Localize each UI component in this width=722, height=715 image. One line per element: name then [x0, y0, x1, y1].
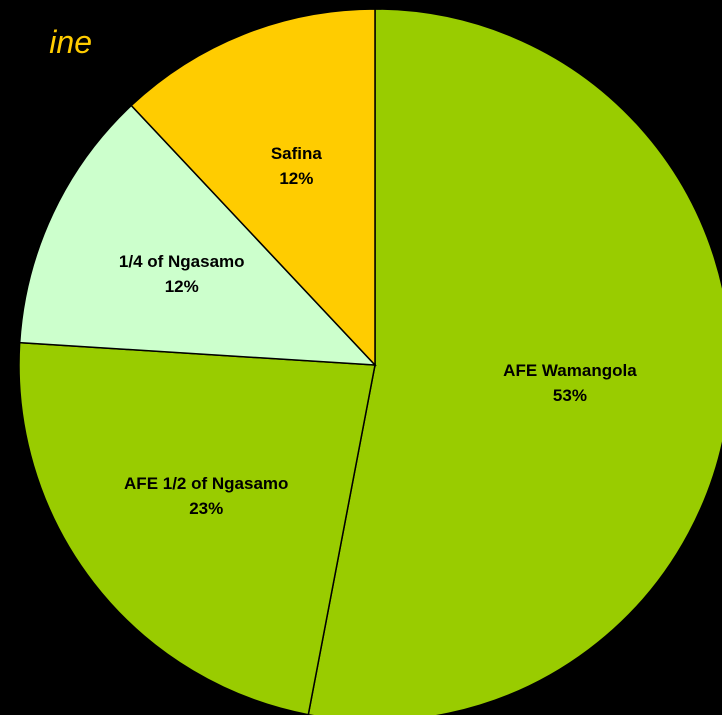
slice-label: AFE 1/2 of Ngasamo 23% [121, 471, 291, 521]
slice-label: AFE Wamangola 53% [485, 358, 655, 408]
pie-slice [18, 104, 377, 366]
slice-value: 12% [164, 277, 199, 297]
slice-category: 1/4 of Ngasamo [118, 252, 245, 272]
slice-value: 53% [552, 386, 587, 406]
slice-category: AFE 1/2 of Ngasamo [124, 473, 289, 493]
slice-category: AFE Wamangola [503, 361, 637, 381]
pie-slice [307, 8, 722, 715]
pie-slice [18, 341, 376, 715]
slice-value: 12% [279, 169, 314, 189]
pie-slice [130, 8, 376, 367]
slice-category: Safina [270, 144, 322, 164]
slice-label: 1/4 of Ngasamo 12% [97, 249, 267, 299]
slice-value: 23% [189, 498, 224, 518]
slice-label: Safina 12% [211, 141, 381, 191]
chart-title: ine [49, 24, 92, 60]
